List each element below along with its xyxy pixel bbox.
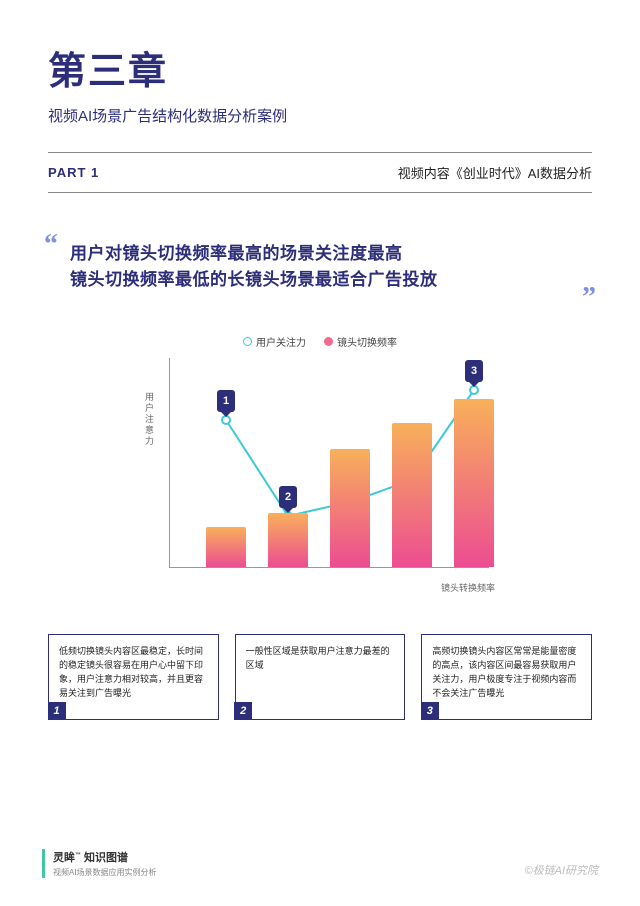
info-box: 低频切换镜头内容区最稳定，长时间的稳定镜头很容易在用户心中留下印象，用户注意力相… <box>48 634 219 720</box>
legend-bar-icon <box>324 337 333 346</box>
chart-plot: 1 2 3 <box>169 358 489 568</box>
chart: 用户关注力 镜头切换频率 用户注意力 1 2 3 镜头转换频率 <box>135 334 505 594</box>
footer-brand: 灵眸™ 知识图谱 <box>53 849 157 865</box>
legend-bar-item: 镜头切换频率 <box>324 334 397 349</box>
close-quote-icon: ” <box>582 282 596 314</box>
info-box-text: 高频切换镜头内容区常常是能量密度的高点，该内容区间最容易获取用户关注力，用户极度… <box>432 645 581 701</box>
info-box-number: 3 <box>421 702 439 720</box>
legend-line-label: 用户关注力 <box>256 334 306 349</box>
chart-bar <box>206 527 246 567</box>
part-row: PART 1 视频内容《创业时代》AI数据分析 <box>48 152 592 193</box>
chart-annotation: 3 <box>465 360 483 382</box>
y-axis-label: 用户注意力 <box>143 392 156 447</box>
chart-line-point <box>470 386 478 394</box>
footer-left: 灵眸™ 知识图谱 视频AI场景数据应用实例分析 <box>42 849 157 878</box>
footer: 灵眸™ 知识图谱 视频AI场景数据应用实例分析 ©极链AI研究院 <box>42 849 598 878</box>
info-box-text: 低频切换镜头内容区最稳定，长时间的稳定镜头很容易在用户心中留下印象，用户注意力相… <box>59 645 208 701</box>
chapter-title: 第三章 <box>48 40 592 95</box>
chapter-subtitle: 视频AI场景广告结构化数据分析案例 <box>48 105 592 126</box>
part-label: PART 1 <box>48 165 99 180</box>
legend-bar-label: 镜头切换频率 <box>337 334 397 349</box>
brand-suffix: 知识图谱 <box>81 852 128 864</box>
brand-main: 灵眸 <box>53 852 75 864</box>
info-box: 一般性区域是获取用户注意力最差的区域 2 <box>235 634 406 720</box>
quote-line-2: 镜头切换频率最低的长镜头场景最适合广告投放 <box>70 267 584 293</box>
chart-bar <box>392 423 432 567</box>
chart-annotation: 1 <box>217 390 235 412</box>
chart-bar <box>268 513 308 567</box>
quote-block: “ 用户对镜头切换频率最高的场景关注度最高 镜头切换频率最低的长镜头场景最适合广… <box>48 241 592 294</box>
info-box: 高频切换镜头内容区常常是能量密度的高点，该内容区间最容易获取用户关注力，用户极度… <box>421 634 592 720</box>
part-desc: 视频内容《创业时代》AI数据分析 <box>398 163 592 182</box>
info-box-number: 2 <box>234 702 252 720</box>
chart-bar <box>454 399 494 567</box>
chart-annotation: 2 <box>279 486 297 508</box>
info-box-number: 1 <box>48 702 66 720</box>
legend-circle-icon <box>243 337 252 346</box>
footer-right: ©极链AI研究院 <box>525 862 599 878</box>
x-axis-label: 镜头转换频率 <box>441 581 495 594</box>
legend-line-item: 用户关注力 <box>243 334 306 349</box>
info-box-text: 一般性区域是获取用户注意力最差的区域 <box>246 645 395 673</box>
chart-legend: 用户关注力 镜头切换频率 <box>135 334 505 349</box>
open-quote-icon: “ <box>44 229 58 261</box>
footer-sub: 视频AI场景数据应用实例分析 <box>53 867 157 878</box>
chart-line-point <box>222 416 230 424</box>
quote-line-1: 用户对镜头切换频率最高的场景关注度最高 <box>70 241 584 267</box>
info-boxes: 低频切换镜头内容区最稳定，长时间的稳定镜头很容易在用户心中留下印象，用户注意力相… <box>48 634 592 720</box>
chart-bar <box>330 449 370 567</box>
